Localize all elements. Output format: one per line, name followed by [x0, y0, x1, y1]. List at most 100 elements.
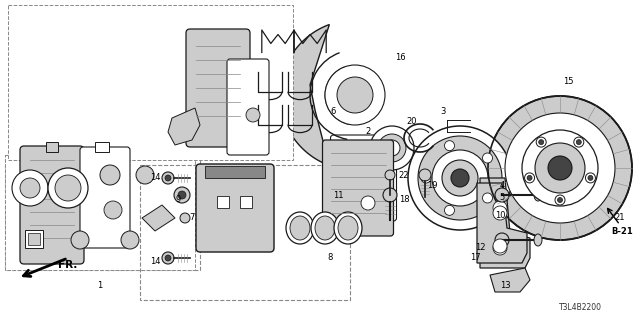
Bar [25, 230, 43, 248]
Ellipse shape [534, 189, 542, 201]
Circle shape [586, 173, 595, 183]
Circle shape [557, 197, 563, 203]
Text: 21: 21 [615, 213, 625, 222]
Circle shape [48, 168, 88, 208]
Circle shape [100, 165, 120, 185]
Text: 9: 9 [175, 196, 180, 204]
Bar [46, 142, 58, 152]
Polygon shape [490, 268, 530, 292]
Circle shape [121, 231, 139, 249]
Polygon shape [168, 108, 200, 145]
Text: 14: 14 [150, 258, 160, 267]
Circle shape [325, 65, 385, 125]
Bar [217, 196, 229, 208]
Text: 4: 4 [499, 180, 504, 189]
Ellipse shape [534, 234, 542, 246]
Circle shape [495, 233, 509, 247]
FancyBboxPatch shape [227, 59, 269, 155]
Circle shape [451, 169, 469, 187]
Circle shape [418, 136, 502, 220]
Circle shape [493, 201, 507, 215]
Text: FR.: FR. [58, 260, 77, 270]
Text: T3L4B2200: T3L4B2200 [559, 303, 602, 313]
Circle shape [419, 169, 431, 181]
Polygon shape [480, 178, 530, 268]
Circle shape [445, 205, 454, 215]
Circle shape [483, 153, 493, 163]
FancyBboxPatch shape [323, 140, 394, 236]
Circle shape [378, 134, 406, 162]
Circle shape [421, 173, 431, 183]
Ellipse shape [286, 212, 314, 244]
Circle shape [548, 156, 572, 180]
Text: B-21: B-21 [611, 228, 633, 236]
Polygon shape [477, 183, 527, 263]
Circle shape [337, 77, 373, 113]
Circle shape [246, 108, 260, 122]
Text: 3: 3 [440, 108, 445, 116]
Circle shape [384, 140, 400, 156]
Circle shape [361, 196, 375, 210]
Circle shape [522, 130, 598, 206]
Circle shape [445, 141, 454, 151]
Circle shape [588, 175, 593, 180]
Text: 12: 12 [475, 244, 485, 252]
Circle shape [71, 231, 89, 249]
FancyBboxPatch shape [186, 29, 250, 147]
Bar [205, 166, 265, 178]
Circle shape [55, 175, 81, 201]
Text: 13: 13 [500, 281, 510, 290]
Polygon shape [280, 25, 330, 165]
Text: 14: 14 [150, 173, 160, 182]
Circle shape [483, 193, 493, 203]
Bar [5, 155, 195, 270]
Text: 11: 11 [333, 190, 343, 199]
Text: 19: 19 [427, 180, 437, 189]
Ellipse shape [338, 216, 358, 240]
Bar [8, 5, 293, 160]
Text: 10: 10 [495, 211, 505, 220]
Ellipse shape [311, 212, 339, 244]
Circle shape [162, 252, 174, 264]
Polygon shape [142, 205, 175, 231]
Circle shape [162, 172, 174, 184]
Circle shape [370, 126, 414, 170]
Circle shape [493, 206, 507, 220]
Text: 6: 6 [330, 108, 336, 116]
Ellipse shape [334, 212, 362, 244]
Bar [140, 165, 350, 300]
Text: 15: 15 [563, 77, 573, 86]
Circle shape [174, 187, 190, 203]
Text: 2: 2 [365, 127, 371, 137]
FancyBboxPatch shape [80, 147, 130, 248]
Circle shape [505, 113, 615, 223]
Circle shape [527, 175, 532, 180]
Ellipse shape [290, 216, 310, 240]
Circle shape [12, 170, 48, 206]
Text: 20: 20 [407, 117, 417, 126]
Text: 18: 18 [399, 196, 410, 204]
Text: 17: 17 [470, 253, 480, 262]
Circle shape [432, 150, 488, 206]
Circle shape [383, 188, 397, 202]
Circle shape [536, 137, 546, 147]
FancyBboxPatch shape [196, 164, 274, 252]
Text: 8: 8 [327, 253, 333, 262]
Circle shape [495, 188, 509, 202]
Text: 7: 7 [189, 213, 195, 222]
Bar [28, 233, 40, 245]
Text: 1: 1 [97, 281, 102, 290]
Circle shape [525, 173, 534, 183]
Circle shape [442, 160, 478, 196]
Circle shape [493, 241, 507, 255]
Circle shape [574, 137, 584, 147]
Circle shape [555, 195, 565, 205]
Circle shape [408, 126, 512, 230]
Text: 5: 5 [499, 194, 504, 203]
Text: 22: 22 [399, 171, 409, 180]
Circle shape [136, 166, 154, 184]
Circle shape [180, 213, 190, 223]
Circle shape [488, 96, 632, 240]
FancyBboxPatch shape [330, 135, 397, 221]
Circle shape [165, 255, 171, 261]
